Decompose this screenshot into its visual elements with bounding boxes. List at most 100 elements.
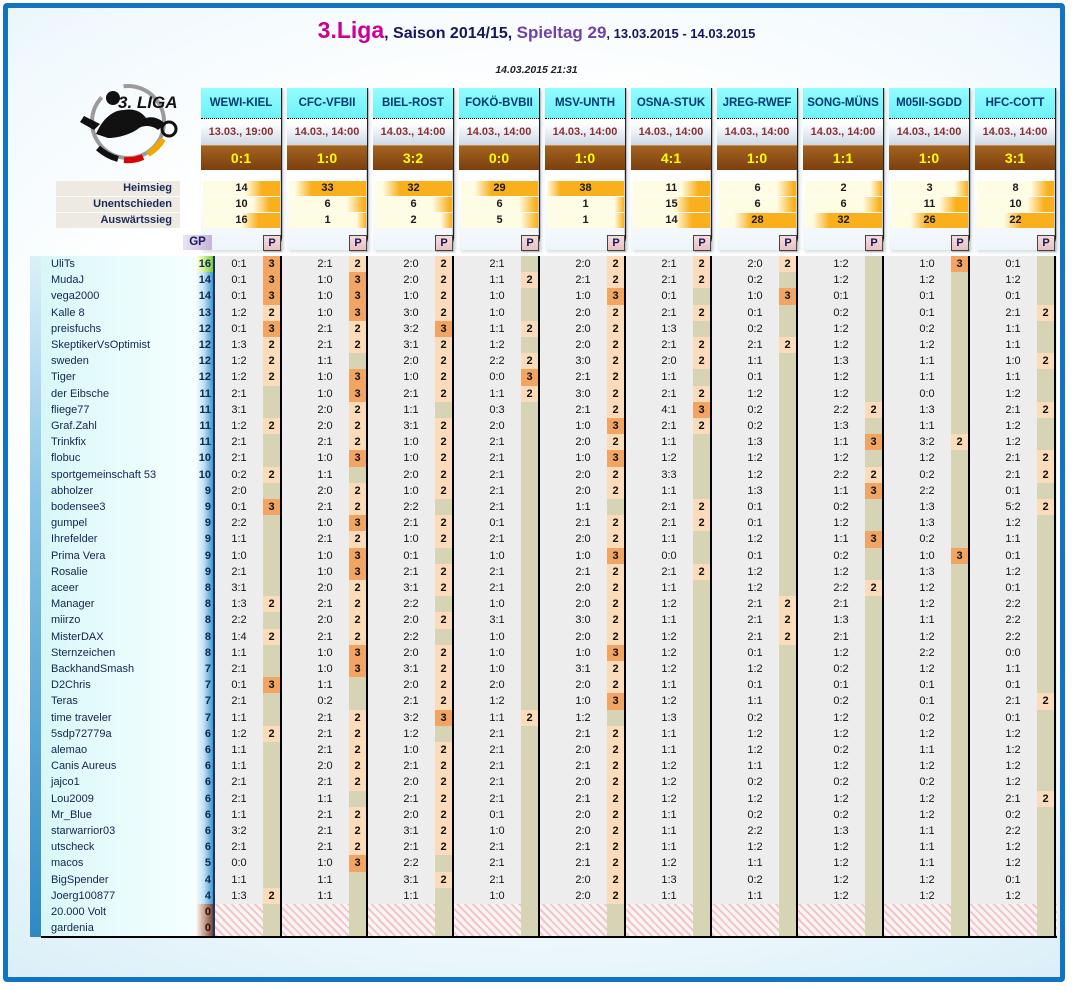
- points-cell: [779, 677, 796, 694]
- points-cell: [521, 839, 538, 856]
- points-cell: 2: [349, 256, 366, 273]
- points-cell: [779, 385, 796, 402]
- points-cell: [521, 677, 538, 694]
- points-cell: [521, 790, 538, 807]
- points-cell: 2: [263, 418, 280, 435]
- prediction-cell: 2:1: [661, 258, 677, 270]
- prediction-cell: 2:0: [575, 468, 591, 481]
- points-cell: [521, 887, 538, 904]
- points-cell: [1037, 612, 1054, 629]
- points-cell: [865, 644, 882, 661]
- prediction-cell: 1:2: [1005, 727, 1021, 740]
- player-total-points: 14: [196, 288, 213, 305]
- points-cell: 2: [607, 742, 624, 759]
- prediction-cell: 2:1: [231, 663, 247, 675]
- points-cell: [779, 434, 796, 451]
- player-total-points: 7: [196, 677, 213, 694]
- prediction-cell: 1:2: [661, 598, 677, 611]
- liga-logo: 3. LIGA: [66, 72, 198, 174]
- prediction-cell: 0:2: [919, 776, 935, 789]
- prediction-cell: 1:1: [575, 501, 591, 513]
- player-row-strip: [215, 628, 1057, 645]
- prediction-cell: 2:2: [403, 501, 419, 513]
- prediction-cell: 2:0: [403, 679, 419, 692]
- prediction-cell: 1:2: [231, 371, 247, 384]
- points-cell: [693, 661, 710, 678]
- points-cell: [693, 790, 710, 807]
- prediction-cell: 3:2: [403, 711, 419, 724]
- tip-count-auswaertssieg: 2: [375, 213, 452, 228]
- player-name: vega2000: [51, 290, 100, 303]
- points-cell: 2: [435, 758, 452, 775]
- prediction-cell: 1:0: [403, 744, 419, 756]
- prediction-cell: 1:0: [1005, 355, 1021, 368]
- prediction-cell: 2:1: [489, 468, 505, 481]
- points-cell: 2: [349, 531, 366, 548]
- player-total-points: 12: [196, 320, 213, 337]
- points-cell: [1037, 661, 1054, 678]
- prediction-cell: 1:2: [833, 565, 849, 578]
- player-row-strip: [215, 466, 1057, 483]
- prediction-cell: 0:1: [1005, 258, 1021, 270]
- points-cell: [521, 466, 538, 483]
- match-kickoff-date: 13.03., 19:00: [201, 119, 281, 145]
- prediction-cell: 1:2: [489, 339, 505, 351]
- points-cell: [865, 920, 882, 937]
- prediction-cell: 3:1: [575, 663, 591, 675]
- prediction-cell: 2:1: [489, 258, 505, 270]
- player-row-strip: [215, 256, 1057, 273]
- points-column-header: P: [1037, 235, 1055, 251]
- prediction-cell: 1:2: [747, 387, 763, 400]
- prediction-cell: 1:0: [317, 646, 333, 659]
- prediction-cell: 2:1: [747, 598, 763, 611]
- prediction-cell: 1:1: [661, 582, 677, 594]
- prediction-cell: 1:0: [317, 290, 333, 303]
- prediction-cell: 1:1: [919, 420, 935, 432]
- points-cell: [951, 904, 968, 921]
- points-cell: 2: [263, 596, 280, 613]
- match-final-result: 1:0: [889, 145, 969, 170]
- points-column-separator: [366, 256, 368, 937]
- prediction-cell: 1:2: [833, 873, 849, 886]
- tip-count-auswaertssieg: 1: [547, 213, 624, 228]
- player-total-points: 11: [196, 418, 213, 435]
- points-cell: 2: [607, 272, 624, 289]
- prediction-cell: 1:2: [919, 339, 935, 351]
- prediction-cell: 2:1: [575, 565, 591, 578]
- points-cell: [865, 661, 882, 678]
- prediction-cell: 0:2: [833, 776, 849, 789]
- points-cell: 2: [435, 466, 452, 483]
- prediction-cell: 2:0: [489, 679, 505, 692]
- points-cell: 3: [349, 304, 366, 321]
- player-row-strip: [215, 401, 1057, 418]
- tip-count-heimsieg: 32: [375, 181, 452, 196]
- prediction-cell: 0:2: [919, 322, 935, 335]
- player-total-points: 9: [196, 563, 213, 580]
- points-cell: [1037, 434, 1054, 451]
- prediction-cell: 2:1: [317, 598, 333, 611]
- points-cell: [951, 337, 968, 354]
- match-teams-header: MSV-UNTH: [545, 88, 625, 119]
- player-row-strip: [215, 871, 1057, 888]
- prediction-cell: 0:2: [919, 533, 935, 546]
- prediction-cell: 1:1: [317, 792, 333, 805]
- points-cell: [1037, 677, 1054, 694]
- points-cell: [263, 758, 280, 775]
- points-cell: 3: [607, 644, 624, 661]
- player-row-strip: [215, 693, 1057, 710]
- prediction-cell: 3:2: [403, 322, 419, 335]
- prediction-cell: 1:1: [661, 889, 677, 902]
- prediction-cell: 2:0: [575, 582, 591, 594]
- prediction-cell: 1:2: [1005, 889, 1021, 902]
- player-name: flobuc: [51, 452, 81, 465]
- points-cell: [521, 401, 538, 418]
- prediction-cell: 1:2: [747, 452, 763, 465]
- prediction-cell: 0:0: [661, 549, 677, 562]
- points-cell: 2: [693, 418, 710, 435]
- points-cell: 3: [865, 531, 882, 548]
- points-cell: [349, 693, 366, 710]
- points-column-header: P: [951, 235, 969, 251]
- prediction-cell: 1:2: [833, 371, 849, 384]
- player-row-strip: [215, 742, 1057, 759]
- points-cell: 2: [607, 385, 624, 402]
